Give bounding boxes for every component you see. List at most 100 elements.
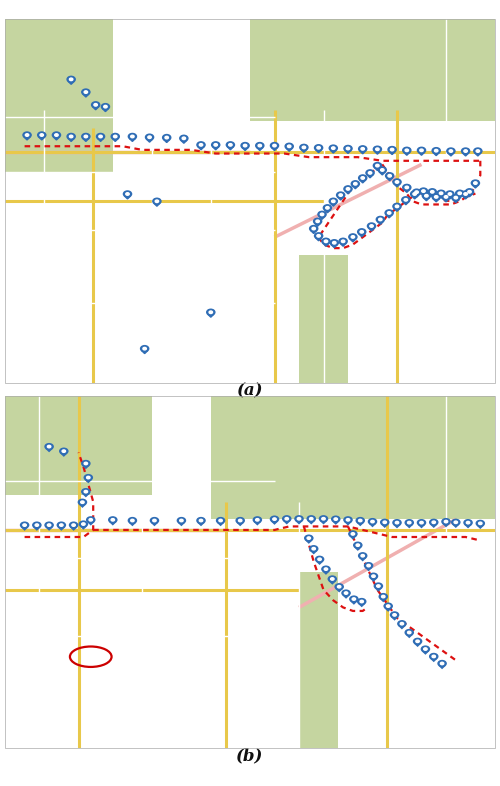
Circle shape [386,605,390,608]
Circle shape [442,519,450,524]
Polygon shape [98,138,103,141]
Circle shape [20,522,28,528]
Polygon shape [439,666,445,668]
Polygon shape [394,184,400,187]
Circle shape [322,566,330,572]
Polygon shape [404,189,410,193]
Polygon shape [370,523,376,527]
Circle shape [33,522,41,528]
Circle shape [358,229,366,235]
Polygon shape [164,140,170,142]
Polygon shape [431,659,436,661]
Circle shape [320,213,324,215]
Polygon shape [374,167,380,171]
Circle shape [456,190,464,196]
Circle shape [256,142,264,149]
Polygon shape [83,94,89,97]
Circle shape [393,520,401,526]
Circle shape [438,660,446,667]
Circle shape [258,145,262,147]
Circle shape [72,523,76,527]
Circle shape [317,146,320,149]
Polygon shape [68,82,74,84]
Circle shape [358,599,366,604]
Polygon shape [465,524,471,527]
Circle shape [356,518,364,523]
Circle shape [82,89,90,95]
Polygon shape [142,351,148,354]
Polygon shape [310,230,316,233]
Polygon shape [338,197,344,200]
Circle shape [328,576,336,582]
Polygon shape [424,198,430,200]
Circle shape [402,196,410,203]
Circle shape [354,542,362,548]
Circle shape [396,205,398,208]
Circle shape [440,192,443,194]
Circle shape [430,190,434,193]
Polygon shape [92,107,98,110]
Polygon shape [350,239,356,242]
Circle shape [466,189,473,195]
Circle shape [462,191,469,197]
Circle shape [412,189,420,195]
Circle shape [432,656,436,658]
Circle shape [312,548,316,550]
Circle shape [318,558,322,560]
Circle shape [364,563,372,568]
Circle shape [416,640,420,642]
Circle shape [380,520,389,525]
Circle shape [405,149,408,152]
Polygon shape [24,137,30,140]
Circle shape [128,134,136,139]
Polygon shape [152,523,158,525]
Polygon shape [308,521,314,523]
Circle shape [35,523,38,527]
Polygon shape [453,524,459,527]
Circle shape [111,134,120,139]
Circle shape [197,141,205,148]
Polygon shape [378,222,384,225]
Polygon shape [80,504,86,507]
Circle shape [352,181,360,187]
Circle shape [358,520,362,522]
Circle shape [67,76,75,83]
Circle shape [382,595,385,598]
Circle shape [244,145,247,147]
Circle shape [384,603,392,609]
Polygon shape [403,202,409,205]
Circle shape [322,517,325,520]
Polygon shape [343,595,349,598]
Polygon shape [352,185,358,189]
Circle shape [368,519,376,524]
Circle shape [130,135,134,138]
Circle shape [379,593,388,600]
Circle shape [84,135,87,138]
Circle shape [270,516,278,522]
Circle shape [62,450,66,453]
Circle shape [454,521,458,523]
Polygon shape [430,194,436,196]
Circle shape [393,614,396,616]
Polygon shape [340,244,346,246]
Polygon shape [394,208,400,211]
Circle shape [404,199,407,201]
Circle shape [67,134,75,139]
Circle shape [108,517,117,523]
Circle shape [78,499,86,505]
Polygon shape [336,589,342,592]
Circle shape [386,173,394,178]
Circle shape [330,240,338,246]
Polygon shape [324,210,330,213]
Polygon shape [228,147,234,150]
Polygon shape [330,204,336,206]
Polygon shape [433,152,439,156]
Circle shape [442,194,450,200]
Circle shape [371,520,374,523]
Polygon shape [478,525,484,528]
Circle shape [310,517,313,520]
Circle shape [346,147,350,150]
Circle shape [324,240,328,243]
Polygon shape [389,152,395,155]
Polygon shape [83,138,89,141]
